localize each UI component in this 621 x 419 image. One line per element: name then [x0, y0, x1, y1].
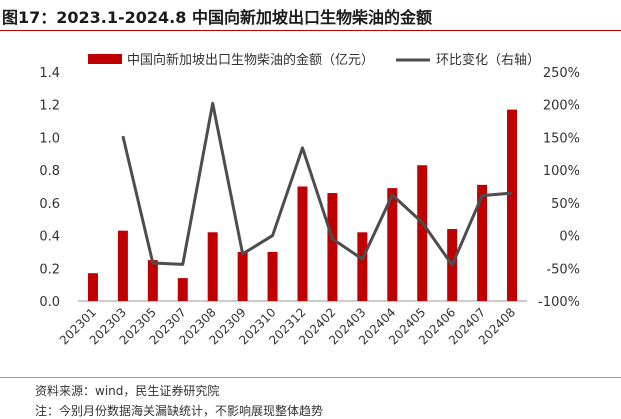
left-tick-label: 0.2: [39, 262, 60, 277]
footer-divider: [0, 377, 621, 378]
right-tick-label: 250%: [543, 66, 580, 81]
note-text: 注：今别月份数据海关漏缺统计，不影响展现整体趋势: [35, 402, 323, 419]
bar: [238, 252, 248, 301]
legend-bar-swatch: [88, 54, 122, 64]
left-tick-label: 1.0: [39, 131, 60, 146]
legend-bar-label: 中国向新加坡出口生物柴油的金额（亿元）: [127, 52, 374, 68]
legend: 中国向新加坡出口生物柴油的金额（亿元） 环比变化（右轴）: [88, 52, 540, 68]
bars: [88, 110, 517, 301]
bar: [208, 232, 218, 301]
left-tick-label: 1.2: [39, 99, 60, 114]
left-tick-label: 0.0: [39, 295, 60, 310]
left-tick-label: 0.4: [39, 230, 60, 245]
bar: [118, 231, 128, 301]
left-tick-label: 0.6: [39, 197, 60, 212]
x-axis-labels: 2023012023032023052023072023082023092023…: [57, 305, 518, 347]
right-tick-label: 0%: [559, 230, 580, 245]
source-text: 资料来源：wind，民生证券研究院: [35, 382, 219, 399]
chart: 中国向新加坡出口生物柴油的金额（亿元） 环比变化（右轴） 0.0 0.2 0.4 0.…: [0, 0, 621, 375]
bar: [507, 110, 517, 301]
bar: [178, 278, 188, 301]
left-tick-label: 0.8: [39, 164, 60, 179]
right-tick-label: 150%: [543, 131, 580, 146]
left-tick-label: 1.4: [39, 66, 60, 81]
right-tick-label: 50%: [551, 197, 580, 212]
right-tick-label: 200%: [543, 99, 580, 114]
bar: [357, 232, 367, 301]
right-tick-label: -50%: [546, 262, 580, 277]
bar: [268, 252, 278, 301]
bar: [327, 193, 337, 301]
bar: [88, 273, 98, 301]
right-tick-label: 100%: [543, 164, 580, 179]
bar: [148, 260, 158, 301]
right-tick-label: -100%: [538, 295, 580, 310]
bar: [298, 187, 308, 302]
bar: [417, 165, 427, 301]
legend-line-label: 环比变化（右轴）: [436, 52, 540, 68]
